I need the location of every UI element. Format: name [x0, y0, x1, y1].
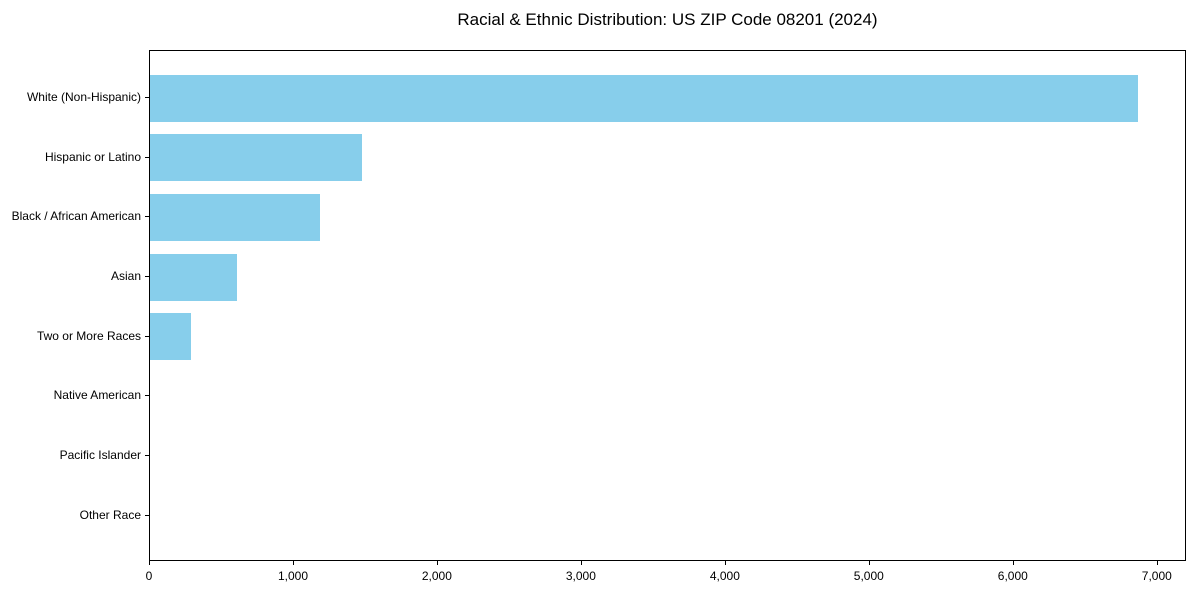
y-tick-mark: [145, 455, 149, 457]
y-tick-mark: [145, 276, 149, 277]
x-axis-label: 7,000: [1141, 569, 1172, 583]
y-tick-mark: [145, 395, 149, 397]
x-axis-label: 2,000: [421, 569, 452, 583]
y-axis-label: Two or More Races: [36, 328, 141, 343]
y-axis-label: Hispanic or Latino: [44, 149, 141, 164]
x-tick-mark: [436, 561, 438, 565]
bar: [150, 134, 362, 182]
x-axis-label: 5,000: [853, 569, 884, 583]
bar: [150, 193, 320, 241]
x-tick-mark: [149, 561, 150, 565]
y-axis-label: Pacific Islander: [59, 448, 141, 463]
bar: [150, 74, 1138, 122]
y-axis-label: Other Race: [79, 507, 141, 522]
x-tick-mark: [1156, 561, 1158, 565]
y-tick-mark: [145, 216, 149, 218]
y-axis-label: White (Non-Hispanic): [26, 90, 141, 104]
x-axis-label: 4,000: [709, 569, 740, 583]
plot-area: [149, 50, 1186, 561]
x-tick-mark: [724, 561, 726, 565]
y-axis-label: Black / African American: [11, 209, 141, 224]
chart-title: Racial & Ethnic Distribution: US ZIP Cod…: [457, 10, 878, 29]
y-tick-mark: [145, 97, 149, 98]
x-axis-label: 1,000: [277, 569, 309, 583]
x-tick-mark: [1012, 561, 1014, 565]
y-tick-mark: [145, 156, 149, 158]
x-tick-mark: [868, 561, 870, 565]
x-axis-label: 3,000: [565, 569, 596, 583]
y-axis-label: Asian: [110, 269, 141, 283]
y-tick-mark: [145, 335, 149, 337]
y-axis-label: Native American: [53, 388, 141, 403]
x-axis-label: 6,000: [997, 569, 1028, 583]
bar: [150, 313, 191, 361]
y-tick-mark: [145, 514, 149, 516]
x-tick-mark: [293, 561, 294, 565]
x-tick-mark: [580, 561, 582, 565]
bar: [150, 253, 238, 301]
x-axis-label: 0: [145, 569, 153, 583]
